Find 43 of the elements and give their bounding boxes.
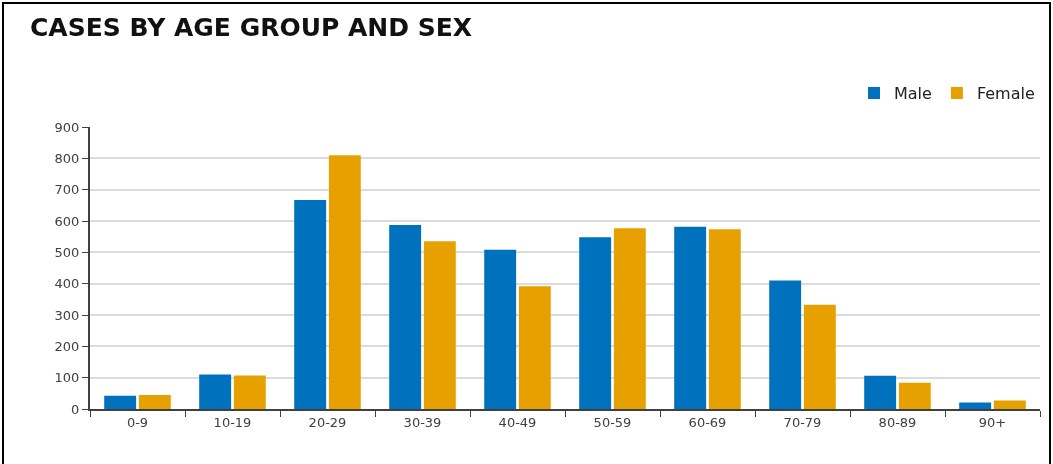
bar [803,304,836,409]
bar [993,400,1026,409]
x-tick-label: 40-49 [498,414,537,430]
bar [199,374,232,409]
bar [484,249,517,409]
x-tick-label: 30-39 [403,414,442,430]
legend-label: Male [894,84,932,104]
y-tick-label: 400 [54,276,80,292]
y-tick-label: 700 [54,182,80,198]
y-tick-label: 300 [54,307,80,323]
bar [613,228,646,409]
y-tick-label: 200 [54,338,80,354]
bar [389,225,422,409]
bar [579,237,612,409]
x-tick-label: 20-29 [308,414,347,430]
x-tick-label: 10-19 [213,414,252,430]
bar [233,375,266,409]
y-tick-label: 900 [54,119,80,135]
legend-label: Female [976,84,1035,104]
bar [138,394,171,409]
x-tick-label: 60-69 [688,414,727,430]
x-tick-label: 90+ [978,414,1007,430]
chart-title: CASES BY AGE GROUP AND SEX [30,12,473,42]
bar [104,395,137,409]
bar [864,375,897,409]
y-tick-label: 800 [54,150,80,166]
bar [769,280,802,409]
y-tick-label: 600 [54,213,80,229]
x-tick-label: 50-59 [593,414,632,430]
bar [518,286,551,409]
bar [674,226,707,409]
bar [959,402,992,409]
x-tick-label: 70-79 [783,414,822,430]
bar [708,229,741,409]
y-tick-label: 100 [54,370,80,386]
bar [294,200,327,409]
x-tick-label: 80-89 [878,414,917,430]
y-tick-label: 0 [71,401,80,417]
bar [898,382,931,409]
y-tick-label: 500 [54,244,80,260]
bar [423,241,456,409]
bar [328,155,361,409]
x-tick-label: 0-9 [126,414,149,430]
